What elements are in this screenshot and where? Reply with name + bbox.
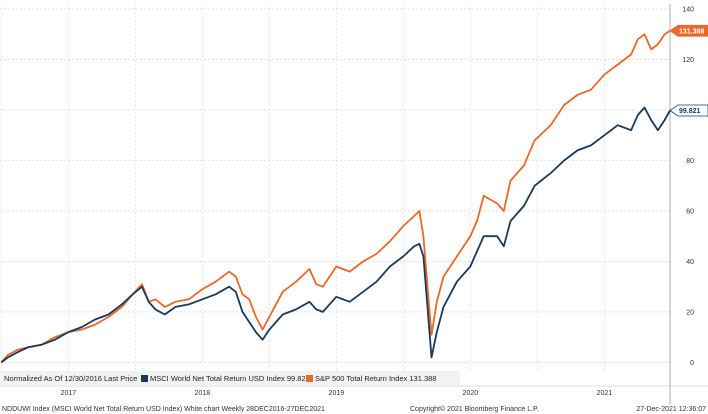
y-tick-label-120: 120 xyxy=(682,57,694,64)
legend-swatch-msci xyxy=(141,375,148,382)
legend-last-price-label: Last Price xyxy=(104,374,137,383)
legend-background xyxy=(0,371,460,385)
footer-timestamp: 27-Dec-2021 12:36:07 xyxy=(636,406,706,413)
legend-normalized-label: Normalized As Of 12/30/2016 xyxy=(4,374,102,383)
y-tick-label-80: 80 xyxy=(686,158,694,165)
x-tick-label-2021: 2021 xyxy=(597,390,613,397)
x-tick-label-2017: 2017 xyxy=(61,390,77,397)
legend: Normalized As Of 12/30/2016 Last Price M… xyxy=(0,371,460,385)
series-layer xyxy=(0,30,671,364)
badge-value: 131.388 xyxy=(679,28,704,35)
footer: NDDUWI Index (MSCI World Net Total Retur… xyxy=(2,405,706,413)
y-tick-label-20: 20 xyxy=(686,309,694,316)
last-price-badge-sp500: 131.388 xyxy=(669,24,708,37)
legend-swatch-sp500 xyxy=(306,375,313,382)
badge-shape xyxy=(669,104,708,117)
y-tick-label-140: 140 xyxy=(682,7,694,14)
legend-sp500: S&P 500 Total Return Index 131.388 xyxy=(315,374,436,383)
y-tick-label-40: 40 xyxy=(686,259,694,266)
badge-shape xyxy=(669,24,708,37)
y-tick-label-0: 0 xyxy=(690,360,694,367)
series-line-msci-world xyxy=(0,106,671,364)
footer-index-info: NDDUWI Index (MSCI World Net Total Retur… xyxy=(2,406,325,413)
last-price-badge-msci: 99.821 xyxy=(669,104,708,117)
x-axis-ticks: 2017 2018 2019 2020 2021 xyxy=(61,390,613,397)
y-tick-label-60: 60 xyxy=(686,208,694,215)
footer-copyright: Copyright© 2021 Bloomberg Finance L.P. xyxy=(410,405,539,413)
x-tick-label-2018: 2018 xyxy=(195,390,211,397)
x-tick-label-2020: 2020 xyxy=(463,390,479,397)
badge-value: 99.821 xyxy=(679,108,701,115)
chart-grid xyxy=(0,4,708,404)
legend-msci: MSCI World Net Total Return USD Index 99… xyxy=(150,374,310,383)
x-tick-label-2019: 2019 xyxy=(329,390,345,397)
last-price-badges: 99.821 131.388 xyxy=(669,24,708,117)
